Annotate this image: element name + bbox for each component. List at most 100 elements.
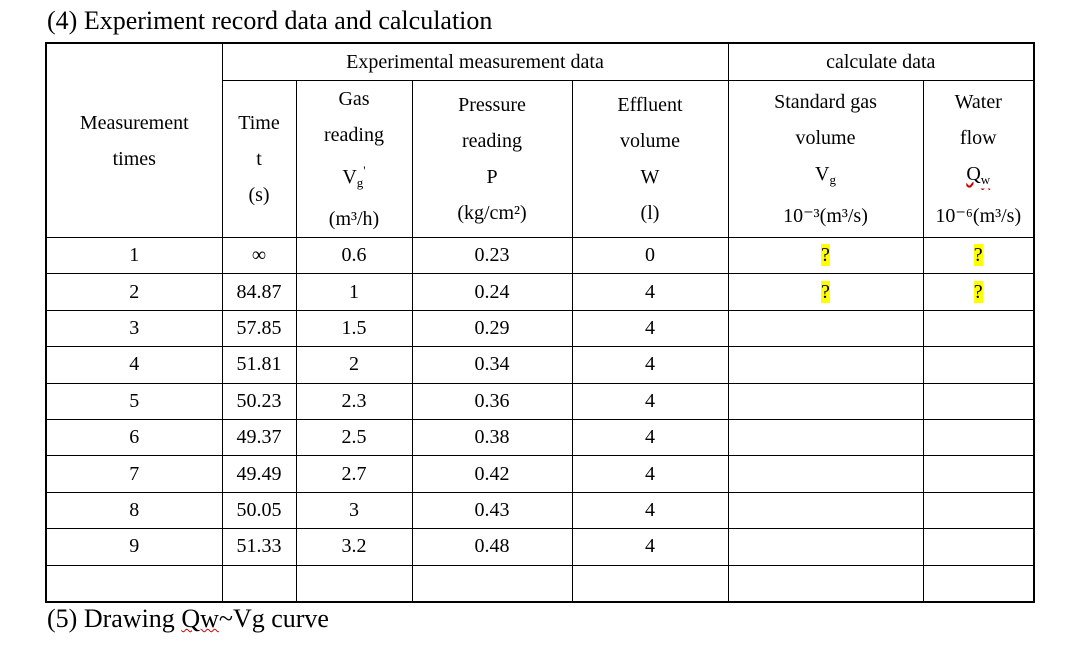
cell-value: 3 <box>129 316 140 339</box>
cell-value: 0.36 <box>474 389 510 412</box>
cell: 1 <box>45 236 223 275</box>
cell: 3.2 <box>295 528 413 566</box>
cell: 49.49 <box>221 455 297 493</box>
cell <box>727 528 924 566</box>
cell: 0 <box>571 236 729 275</box>
column-header: Effluent volume W (l) <box>571 80 729 238</box>
cell: 4 <box>571 418 729 457</box>
cell-value: 8 <box>129 498 140 521</box>
data-row: 1 ∞ 0.6 0.23 0?? <box>45 236 1035 275</box>
cell <box>922 564 1035 603</box>
cell: 51.81 <box>221 346 297 384</box>
cell <box>571 564 729 603</box>
cell: 6 <box>45 418 223 457</box>
data-table: Measurement times Experimental measurement… <box>45 42 1035 603</box>
cell <box>45 564 223 603</box>
cell: 4 <box>571 528 729 566</box>
cell <box>727 309 924 348</box>
header-line: reading <box>324 124 384 146</box>
cell: ∞ <box>221 236 297 275</box>
cell-value: 3.2 <box>341 535 367 558</box>
cell-value: 0.6 <box>341 244 367 267</box>
cell: 84.87 <box>221 273 297 311</box>
header-line: Qw <box>924 156 1034 198</box>
header-line: 10⁻³(m³/s) <box>783 205 868 227</box>
cell: 5 <box>45 382 223 420</box>
cell: 4 <box>571 346 729 384</box>
header-line: 10⁻⁶(m³/s) <box>935 205 1022 227</box>
cell-value: 4 <box>645 535 655 558</box>
cell-value: 3 <box>349 498 359 521</box>
cell: 4 <box>45 346 223 384</box>
header-line: t <box>256 148 262 170</box>
cell <box>922 382 1035 420</box>
cell-value: 57.85 <box>236 316 282 339</box>
cell-value: 0.48 <box>474 535 510 558</box>
cell <box>411 564 573 603</box>
cell: 4 <box>571 491 729 530</box>
cell-value: ∞ <box>251 244 267 267</box>
cell <box>922 346 1035 384</box>
cell <box>727 418 924 457</box>
cell-value: 2.3 <box>341 389 367 412</box>
column-header: Gas reading Vg' (m³/h) <box>295 80 413 238</box>
cell-value: 2.5 <box>341 426 367 449</box>
cell-value: 0.29 <box>474 316 510 339</box>
cell-value: 0 <box>645 244 655 267</box>
section-footer: (5) Drawing Qw~Vg curve <box>47 604 329 634</box>
header-line: Vg' <box>297 153 412 201</box>
column-header: Pressure reading P (kg/cm²) <box>411 80 573 238</box>
header-line: W <box>640 166 660 188</box>
cell-value: 2 <box>129 280 140 303</box>
symbol-base: Q <box>966 163 981 185</box>
data-row: 5 50.23 2.3 0.36 4 <box>45 382 1035 420</box>
header-line: Vg <box>729 156 923 198</box>
cell-value: 0.24 <box>474 280 510 303</box>
cell: 0.36 <box>411 382 573 420</box>
header-line: Measurement <box>79 111 189 134</box>
cell-value: 4 <box>645 280 655 303</box>
cell-value: 51.33 <box>236 535 282 558</box>
data-row: 4 51.81 2 0.34 4 <box>45 346 1035 384</box>
cell-value: 84.87 <box>236 280 282 303</box>
cell: 0.6 <box>295 236 413 275</box>
header-line: volume <box>795 127 856 149</box>
cell-value: ? <box>973 280 983 303</box>
cell: 2.7 <box>295 455 413 493</box>
cell-value: 4 <box>645 498 655 521</box>
column-header: Water flow Qw 10⁻⁶(m³/s) <box>922 80 1035 238</box>
header-line: Water <box>954 91 1002 113</box>
cell-value: 0.38 <box>474 426 510 449</box>
cell: 50.05 <box>221 491 297 530</box>
cell: 3 <box>295 491 413 530</box>
cell-value: 2.7 <box>341 462 367 485</box>
cell-value: ? <box>821 280 830 303</box>
cell: 0.38 <box>411 418 573 457</box>
cell-value: 1 <box>129 244 140 267</box>
cell: ? <box>922 273 1035 311</box>
header-line: Effluent <box>617 94 683 116</box>
cell: 2.5 <box>295 418 413 457</box>
cell: 1 <box>295 273 413 311</box>
cell: 0.34 <box>411 346 573 384</box>
cell <box>727 491 924 530</box>
symbol-sub: g <box>356 175 364 190</box>
cell: 51.33 <box>221 528 297 566</box>
cell: 9 <box>45 528 223 566</box>
symbol-sub: w <box>980 172 991 187</box>
cell: 1.5 <box>295 309 413 348</box>
cell-value: 5 <box>129 389 140 412</box>
cell-value: 9 <box>129 535 140 558</box>
column-header: Standard gas volume Vg 10⁻³(m³/s) <box>727 80 924 238</box>
cell: 0.24 <box>411 273 573 311</box>
data-row: 7 49.49 2.7 0.42 4 <box>45 455 1035 493</box>
cell: 4 <box>571 273 729 311</box>
symbol: Vg <box>815 163 836 187</box>
cell: 7 <box>45 455 223 493</box>
data-row: 8 50.05 3 0.43 4 <box>45 491 1035 530</box>
symbol-base: V <box>342 166 357 188</box>
header-line: Time <box>238 112 280 134</box>
header-row: Time t (s) Gas reading Vg' (m³/h) Pressure readi… <box>46 80 1035 238</box>
data-row: 9 51.33 3.2 0.48 4 <box>45 528 1035 566</box>
cell: ? <box>922 236 1035 275</box>
